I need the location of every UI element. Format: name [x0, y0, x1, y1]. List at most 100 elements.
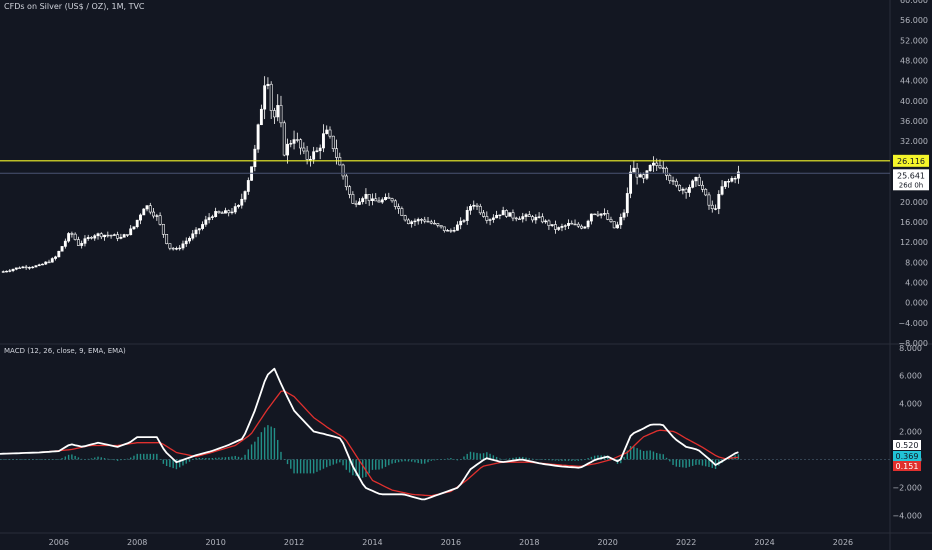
histogram-bar: [420, 459, 423, 464]
candle-body: [540, 216, 544, 223]
histogram-bar: [293, 459, 295, 474]
candle-body: [701, 184, 704, 190]
histogram-bar: [41, 459, 44, 460]
histogram-bar: [404, 459, 406, 462]
histogram-bar: [705, 459, 707, 467]
candle-body: [436, 223, 440, 226]
histogram-bar: [139, 453, 142, 460]
histogram-bar: [48, 459, 50, 460]
histogram-bar: [218, 457, 220, 460]
candle-body: [694, 176, 698, 182]
candle-body: [380, 199, 384, 203]
candle-body: [403, 215, 407, 221]
histogram-bar: [558, 459, 560, 461]
candle-body: [384, 197, 387, 201]
candle-body: [361, 198, 365, 203]
macd-axis-tick: −2.000: [892, 483, 922, 492]
candle-body: [573, 223, 577, 226]
histogram-bar: [260, 432, 263, 460]
candle-body: [184, 240, 188, 245]
candle-body: [488, 219, 492, 221]
histogram-bar: [427, 459, 429, 463]
histogram-bar: [322, 459, 325, 469]
histogram-bar: [450, 458, 452, 460]
histogram-bar: [727, 458, 730, 460]
histogram-bar: [623, 456, 625, 460]
histogram-bar: [237, 456, 240, 460]
candle-body: [171, 247, 175, 250]
macd-value-badge: [893, 440, 921, 450]
candle-body: [331, 135, 335, 149]
candle-body: [315, 150, 319, 152]
histogram-bar: [688, 459, 691, 467]
histogram-bar: [195, 458, 197, 460]
histogram-bar: [463, 456, 465, 460]
candle-body: [76, 239, 80, 246]
current-price-badge: [893, 169, 929, 191]
histogram-bar: [244, 454, 246, 460]
candle-body: [50, 258, 54, 263]
histogram-bar: [459, 459, 462, 460]
candle-body: [550, 224, 554, 226]
candle-body: [276, 105, 280, 118]
histogram-bar: [15, 459, 18, 460]
candle-body: [410, 221, 414, 225]
histogram-bar: [77, 457, 80, 460]
histogram-bar: [378, 459, 380, 470]
histogram-bar: [146, 453, 148, 460]
candle-body: [139, 214, 142, 221]
histogram-bar: [691, 459, 694, 466]
candle-body: [158, 215, 162, 225]
candle-body: [537, 216, 541, 218]
candle-body: [223, 210, 227, 214]
histogram-bar: [107, 458, 109, 460]
histogram-bar: [231, 456, 233, 460]
histogram-bar: [361, 459, 364, 478]
candle-body: [295, 139, 299, 141]
histogram-bar: [175, 459, 178, 470]
histogram-bar: [38, 459, 40, 460]
candle-body: [237, 204, 240, 207]
histogram-bar: [371, 459, 374, 470]
candle-body: [609, 219, 613, 222]
candle-body: [142, 208, 146, 216]
candle-body: [472, 204, 476, 207]
candle-body: [681, 188, 685, 191]
price-axis-tick: 36.000: [900, 117, 928, 126]
candle-body: [534, 216, 538, 221]
histogram-bar: [355, 459, 357, 477]
histogram-bar: [711, 459, 713, 468]
histogram-bar: [9, 459, 11, 460]
histogram-bar: [492, 455, 495, 460]
candle-body: [553, 224, 557, 230]
candle-body: [67, 233, 71, 242]
histogram-bar: [574, 459, 576, 461]
candle-body: [210, 216, 214, 218]
histogram-bar: [332, 459, 334, 465]
histogram-bar: [25, 459, 27, 460]
histogram-bar: [28, 459, 31, 460]
candle-body: [168, 243, 172, 249]
candle-body: [377, 200, 381, 203]
histogram-bar: [381, 459, 383, 469]
candle-body: [508, 212, 512, 217]
candle-body: [312, 151, 316, 160]
time-axis-tick: 2020: [598, 538, 618, 547]
histogram-bar: [326, 459, 328, 468]
histogram-bar: [476, 452, 478, 460]
candle-body: [426, 220, 430, 223]
candle-body: [220, 212, 224, 214]
candle-body: [289, 143, 293, 145]
candle-body: [80, 243, 84, 246]
candle-body: [622, 212, 626, 218]
current-price-label: 25.641: [897, 171, 925, 180]
histogram-bar: [466, 453, 468, 460]
price-axis-tick: 0.000: [905, 299, 928, 308]
candle-body: [485, 216, 489, 221]
candle-body: [374, 198, 378, 202]
candle-body: [44, 261, 48, 265]
histogram-bar: [646, 450, 648, 460]
candle-body: [73, 233, 77, 240]
histogram-bar: [649, 450, 651, 460]
